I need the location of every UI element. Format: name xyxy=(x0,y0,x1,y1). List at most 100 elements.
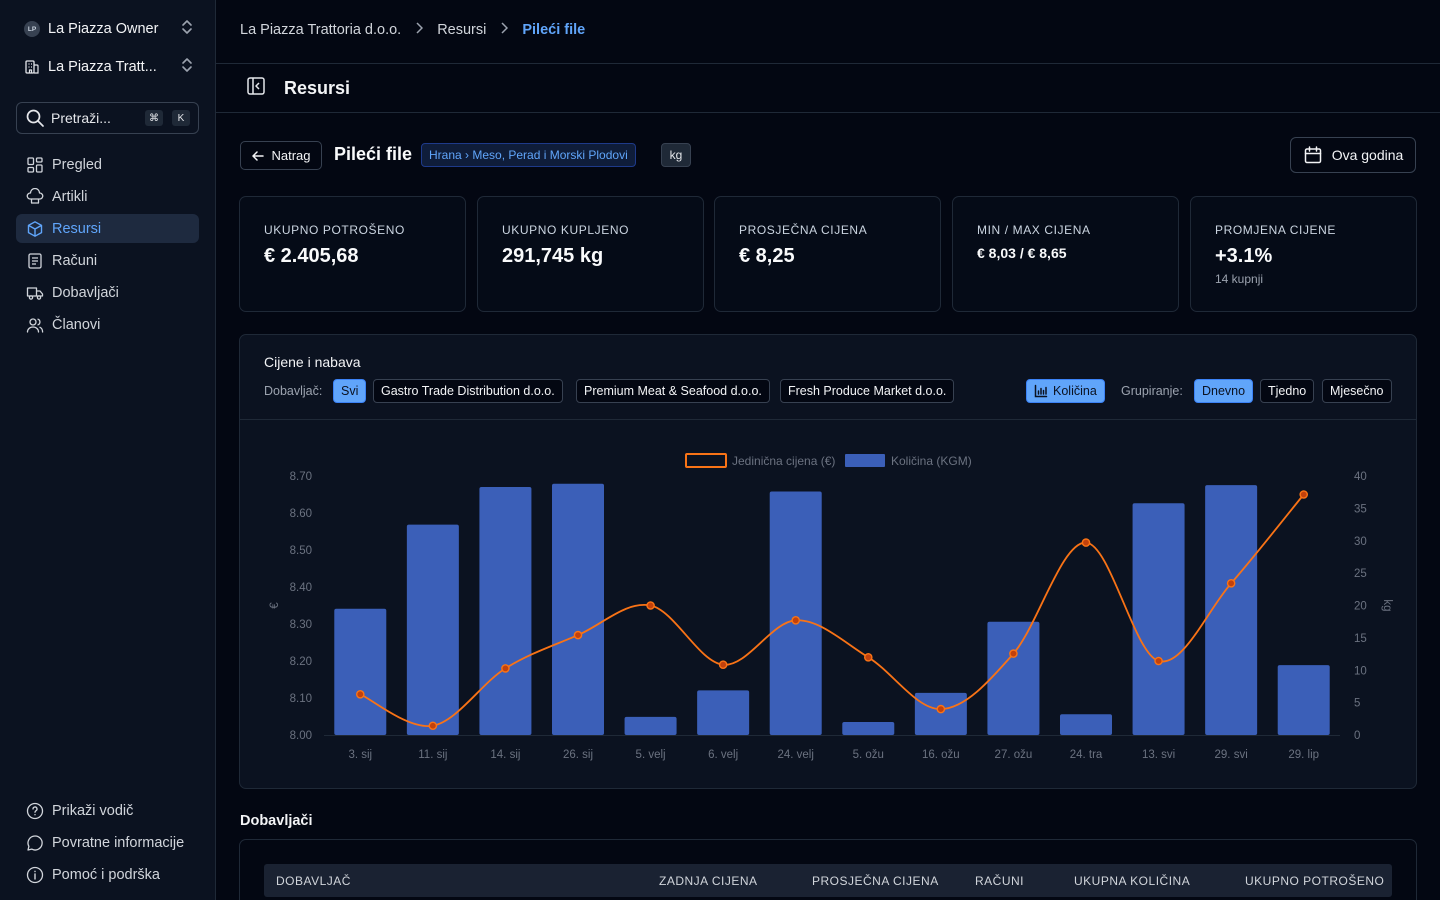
sidebar-item-dobavljaci[interactable]: Dobavljači xyxy=(16,278,199,307)
quantity-bar xyxy=(987,621,1040,735)
x-tick-label: 24. tra xyxy=(1070,749,1103,761)
supplier-chip-all[interactable]: Svi xyxy=(333,379,367,403)
sidebar-item-clanovi[interactable]: Članovi xyxy=(16,310,199,339)
y-left-tick-label: 8.50 xyxy=(290,545,312,557)
quantity-bar xyxy=(406,524,459,735)
breadcrumb-org[interactable]: La Piazza Trattoria d.o.o. xyxy=(240,22,402,38)
grouping-monthly[interactable]: Mjesečno xyxy=(1322,379,1392,403)
sidebar-item-label: Računi xyxy=(52,252,98,269)
x-tick-label: 16. ožu xyxy=(922,749,960,761)
grouping-daily[interactable]: Dnevno xyxy=(1194,379,1254,403)
org-name: La Piazza Owner xyxy=(48,21,159,37)
chart-panel: Cijene i nabava Dobavljač: Svi Gastro Tr… xyxy=(239,334,1417,789)
y-right-tick-label: 30 xyxy=(1354,536,1367,548)
search-icon xyxy=(26,109,44,127)
unit-badge: kg xyxy=(661,143,691,167)
period-picker-button[interactable]: Ova godina xyxy=(1290,137,1416,173)
price-point xyxy=(1009,649,1018,658)
stat-card-price-change: PROMJENA CIJENE +3.1% 14 kupnji xyxy=(1190,196,1417,312)
supplier-chip-gastro[interactable]: Gastro Trade Distribution d.o.o. xyxy=(373,379,563,403)
help-support-button[interactable]: Pomoć i podrška xyxy=(16,860,199,889)
sidebar-item-label: Prikaži vodič xyxy=(52,802,134,819)
supplier-filter-label: Dobavljač: xyxy=(264,384,323,398)
sidebar-item-racuni[interactable]: Računi xyxy=(16,246,199,275)
suppliers-section-title: Dobavljači xyxy=(240,813,313,829)
y-left-tick-label: 8.40 xyxy=(290,582,312,594)
sidebar-footer: Prikaži vodič Povratne informacije Pomoć… xyxy=(16,796,199,892)
x-tick-label: 24. velj xyxy=(777,749,813,761)
feedback-button[interactable]: Povratne informacije xyxy=(16,828,199,857)
chevron-right-icon xyxy=(500,22,509,38)
y-right-tick-label: 5 xyxy=(1354,698,1360,710)
y-left-tick-label: 8.00 xyxy=(290,730,312,742)
x-tick-label: 29. svi xyxy=(1215,749,1248,761)
sidebar-toggle-icon[interactable] xyxy=(246,76,266,101)
sidebar-item-label: Povratne informacije xyxy=(52,834,185,851)
breadcrumb-resursi[interactable]: Resursi xyxy=(437,22,487,38)
price-point xyxy=(573,630,583,640)
price-point xyxy=(863,652,873,662)
column-header-invoices[interactable]: RAČUNI xyxy=(975,874,1025,888)
sidebar-item-label: Resursi xyxy=(52,220,102,237)
back-button[interactable]: Natrag xyxy=(240,141,322,170)
sidebar-item-pregled[interactable]: Pregled xyxy=(16,150,199,179)
x-tick-label: 29. lip xyxy=(1288,749,1319,761)
y-right-tick-label: 35 xyxy=(1354,503,1367,515)
supplier-chip-premium[interactable]: Premium Meat & Seafood d.o.o. xyxy=(576,379,770,403)
quantity-bar xyxy=(697,690,750,735)
column-header-total-quantity[interactable]: UKUPNA KOLIČINA xyxy=(1074,874,1191,888)
chevron-up-down-icon xyxy=(180,18,194,40)
y-left-tick-label: 8.60 xyxy=(290,508,312,520)
suppliers-table xyxy=(239,839,1417,900)
stat-label: PROMJENA CIJENE xyxy=(1215,223,1337,237)
quantity-bar xyxy=(552,483,604,735)
arrow-left-icon xyxy=(252,150,265,161)
org-switcher[interactable]: LP La Piazza Owner xyxy=(24,18,194,40)
grouping-weekly[interactable]: Tjedno xyxy=(1260,379,1315,403)
legend-swatch-price xyxy=(685,453,727,468)
show-guide-button[interactable]: Prikaži vodič xyxy=(16,796,199,825)
supplier-chip-fresh[interactable]: Fresh Produce Market d.o.o. xyxy=(780,379,955,403)
search-input[interactable]: Pretraži... ⌘ K xyxy=(16,102,199,134)
grid-icon xyxy=(27,156,43,173)
column-header-avg-price[interactable]: PROSJEČNA CIJENA xyxy=(812,874,939,888)
y-left-tick-label: 8.20 xyxy=(290,656,312,668)
quantity-bar xyxy=(624,716,677,735)
y-left-axis-title: € xyxy=(269,602,281,609)
stat-sub: 14 kupnji xyxy=(1215,272,1264,286)
divider xyxy=(216,112,1440,113)
y-left-tick-label: 8.70 xyxy=(290,471,312,483)
price-point xyxy=(646,601,655,610)
chef-hat-icon xyxy=(26,187,44,204)
sidebar-item-resursi[interactable]: Resursi xyxy=(16,214,199,243)
legend-label-price: Jedinična cijena (€) xyxy=(732,454,835,468)
x-tick-label: 26. sij xyxy=(563,749,593,761)
column-header-supplier[interactable]: DOBAVLJAČ xyxy=(276,874,351,888)
kbd-k: K xyxy=(172,110,190,126)
stat-value: € 8,25 xyxy=(739,245,795,267)
quantity-bar xyxy=(334,608,387,735)
price-point xyxy=(1154,656,1163,666)
price-point xyxy=(718,660,728,669)
column-header-last-price[interactable]: ZADNJA CIJENA xyxy=(659,874,758,888)
workspace-switcher[interactable]: La Piazza Tratt... xyxy=(24,56,194,78)
search-placeholder: Pretraži... xyxy=(51,110,111,126)
box-icon xyxy=(27,220,43,237)
price-point xyxy=(428,721,438,731)
quantity-toggle-button[interactable]: Količina xyxy=(1026,379,1105,403)
sidebar-item-artikli[interactable]: Artikli xyxy=(16,182,199,211)
category-badge: Hrana › Meso, Perad i Morski Plodovi xyxy=(421,143,636,167)
x-tick-label: 27. ožu xyxy=(995,749,1033,761)
chart-toolbar: Cijene i nabava Dobavljač: Svi Gastro Tr… xyxy=(240,335,1416,420)
column-header-total-spent[interactable]: UKUPNO POTROŠENO xyxy=(1245,874,1385,888)
price-quantity-chart: 8.00 8.10 8.20 8.30 8.40 8.50 8.60 8.70 0 5 10 15 20… xyxy=(269,453,1393,761)
stat-label: UKUPNO KUPLJENO xyxy=(502,223,630,237)
resource-name: Pileći file xyxy=(334,144,413,164)
y-right-tick-label: 20 xyxy=(1354,601,1367,613)
price-point xyxy=(1081,538,1091,547)
x-tick-label: 6. velj xyxy=(708,749,738,761)
stat-card-avg-price: PROSJEČNA CIJENA € 8,25 xyxy=(714,196,941,312)
quantity-bar xyxy=(1277,665,1330,735)
price-point xyxy=(1226,578,1236,588)
truck-icon xyxy=(26,286,44,300)
